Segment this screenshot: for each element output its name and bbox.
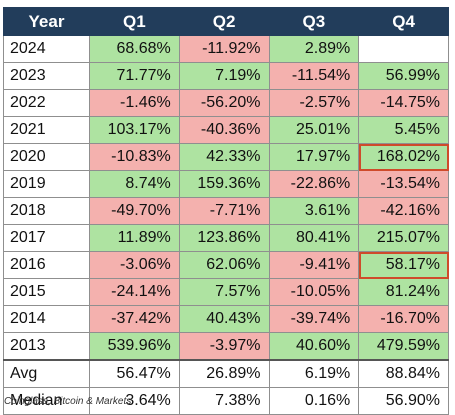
return-cell-q3: -11.54% <box>268 62 360 90</box>
return-cell-q4: 168.02% <box>358 143 449 171</box>
year-cell: 2014 <box>3 305 90 333</box>
return-cell-q4: -14.75% <box>358 89 449 117</box>
table-body: 2024 68.68% -11.92% 2.89% 2023 71.77% 7.19% -11… <box>3 35 449 415</box>
return-cell-q3: -22.86% <box>268 170 360 198</box>
return-cell-q2: -11.92% <box>178 35 270 63</box>
year-cell: 2018 <box>3 197 90 225</box>
return-cell-q1: 103.17% <box>89 116 180 144</box>
header-row: Year Q1 Q2 Q3 Q4 <box>3 7 449 36</box>
return-cell-q3: 17.97% <box>268 143 360 171</box>
table-row: 2024 68.68% -11.92% 2.89% <box>3 35 449 63</box>
return-cell-q3: 2.89% <box>268 35 360 63</box>
return-cell-q1: 8.74% <box>89 170 180 198</box>
return-cell-q4: 479.59% <box>358 332 449 361</box>
table-row: 2022 -1.46% -56.20% -2.57% -14.75% <box>3 89 449 117</box>
table-header: Year Q1 Q2 Q3 Q4 <box>3 7 449 36</box>
summary-row: Avg 56.47% 26.89% 6.19% 88.84% <box>3 359 449 388</box>
summary-row: Median 3.64% 7.38% 0.16% 56.90% <box>3 387 449 415</box>
return-cell-q1: -24.14% <box>89 278 180 306</box>
return-cell-q2: 123.86% <box>178 224 270 252</box>
year-cell: 2024 <box>3 35 90 63</box>
return-cell-q1: 68.68% <box>89 35 180 63</box>
return-cell-q4: 58.17% <box>358 251 449 279</box>
return-cell-q1: 539.96% <box>89 332 180 361</box>
table-row: 2021 103.17% -40.36% 25.01% 5.45% <box>3 116 449 144</box>
table-row: 2015 -24.14% 7.57% -10.05% 81.24% <box>3 278 449 306</box>
summary-cell-q1: 3.64% <box>89 387 180 415</box>
source-caption: Coinglass, Bitcoin & Markets <box>4 396 132 407</box>
year-cell: 2015 <box>3 278 90 306</box>
header-q2: Q2 <box>178 7 270 36</box>
table-row: 2020 -10.83% 42.33% 17.97% 168.02% <box>3 143 449 171</box>
return-cell-q4: 56.99% <box>358 62 449 90</box>
return-cell-q1: 71.77% <box>89 62 180 90</box>
return-cell-q1: -49.70% <box>89 197 180 225</box>
return-cell-q2: 159.36% <box>178 170 270 198</box>
table-row: 2019 8.74% 159.36% -22.86% -13.54% <box>3 170 449 198</box>
summary-cell-q2: 7.38% <box>178 387 270 415</box>
header-q1: Q1 <box>89 7 180 36</box>
return-cell-q4: -13.54% <box>358 170 449 198</box>
table-row: 2018 -49.70% -7.71% 3.61% -42.16% <box>3 197 449 225</box>
table-row: 2013 539.96% -3.97% 40.60% 479.59% <box>3 332 449 361</box>
header-year: Year <box>3 7 90 36</box>
return-cell-q2: 42.33% <box>178 143 270 171</box>
return-cell-q1: -1.46% <box>89 89 180 117</box>
return-cell-q4 <box>358 35 449 63</box>
summary-cell-q3: 0.16% <box>268 387 360 415</box>
return-cell-q3: -10.05% <box>268 278 360 306</box>
summary-label: Median <box>3 387 90 415</box>
return-cell-q2: -3.97% <box>178 332 270 361</box>
return-cell-q3: 40.60% <box>268 332 360 361</box>
summary-cell-q4: 56.90% <box>358 387 449 415</box>
return-cell-q3: 25.01% <box>268 116 360 144</box>
year-cell: 2019 <box>3 170 90 198</box>
return-cell-q1: -10.83% <box>89 143 180 171</box>
return-cell-q3: -9.41% <box>268 251 360 279</box>
year-cell: 2023 <box>3 62 90 90</box>
return-cell-q2: 7.19% <box>178 62 270 90</box>
header-q3: Q3 <box>268 7 360 36</box>
table-row: 2023 71.77% 7.19% -11.54% 56.99% <box>3 62 449 90</box>
summary-cell-q3: 6.19% <box>268 359 360 388</box>
summary-label: Avg <box>3 359 90 388</box>
return-cell-q4: 5.45% <box>358 116 449 144</box>
quarterly-returns-table: Year Q1 Q2 Q3 Q4 2024 68.68% -11.92% 2.89% 2… <box>3 7 449 415</box>
year-cell: 2021 <box>3 116 90 144</box>
year-cell: 2013 <box>3 332 90 361</box>
summary-cell-q2: 26.89% <box>178 359 270 388</box>
return-cell-q4: 215.07% <box>358 224 449 252</box>
return-cell-q1: -3.06% <box>89 251 180 279</box>
return-cell-q2: 40.43% <box>178 305 270 333</box>
return-cell-q4: 81.24% <box>358 278 449 306</box>
return-cell-q2: 62.06% <box>178 251 270 279</box>
year-cell: 2017 <box>3 224 90 252</box>
summary-cell-q4: 88.84% <box>358 359 449 388</box>
return-cell-q1: -37.42% <box>89 305 180 333</box>
year-cell: 2020 <box>3 143 90 171</box>
return-cell-q3: -2.57% <box>268 89 360 117</box>
table-row: 2014 -37.42% 40.43% -39.74% -16.70% <box>3 305 449 333</box>
year-cell: 2016 <box>3 251 90 279</box>
table-row: 2017 11.89% 123.86% 80.41% 215.07% <box>3 224 449 252</box>
return-cell-q2: -56.20% <box>178 89 270 117</box>
header-q4: Q4 <box>358 7 449 36</box>
return-cell-q4: -42.16% <box>358 197 449 225</box>
summary-cell-q1: 56.47% <box>89 359 180 388</box>
return-cell-q3: -39.74% <box>268 305 360 333</box>
table-row: 2016 -3.06% 62.06% -9.41% 58.17% <box>3 251 449 279</box>
return-cell-q4: -16.70% <box>358 305 449 333</box>
return-cell-q3: 80.41% <box>268 224 360 252</box>
return-cell-q2: 7.57% <box>178 278 270 306</box>
return-cell-q3: 3.61% <box>268 197 360 225</box>
return-cell-q2: -40.36% <box>178 116 270 144</box>
return-cell-q2: -7.71% <box>178 197 270 225</box>
return-cell-q1: 11.89% <box>89 224 180 252</box>
year-cell: 2022 <box>3 89 90 117</box>
